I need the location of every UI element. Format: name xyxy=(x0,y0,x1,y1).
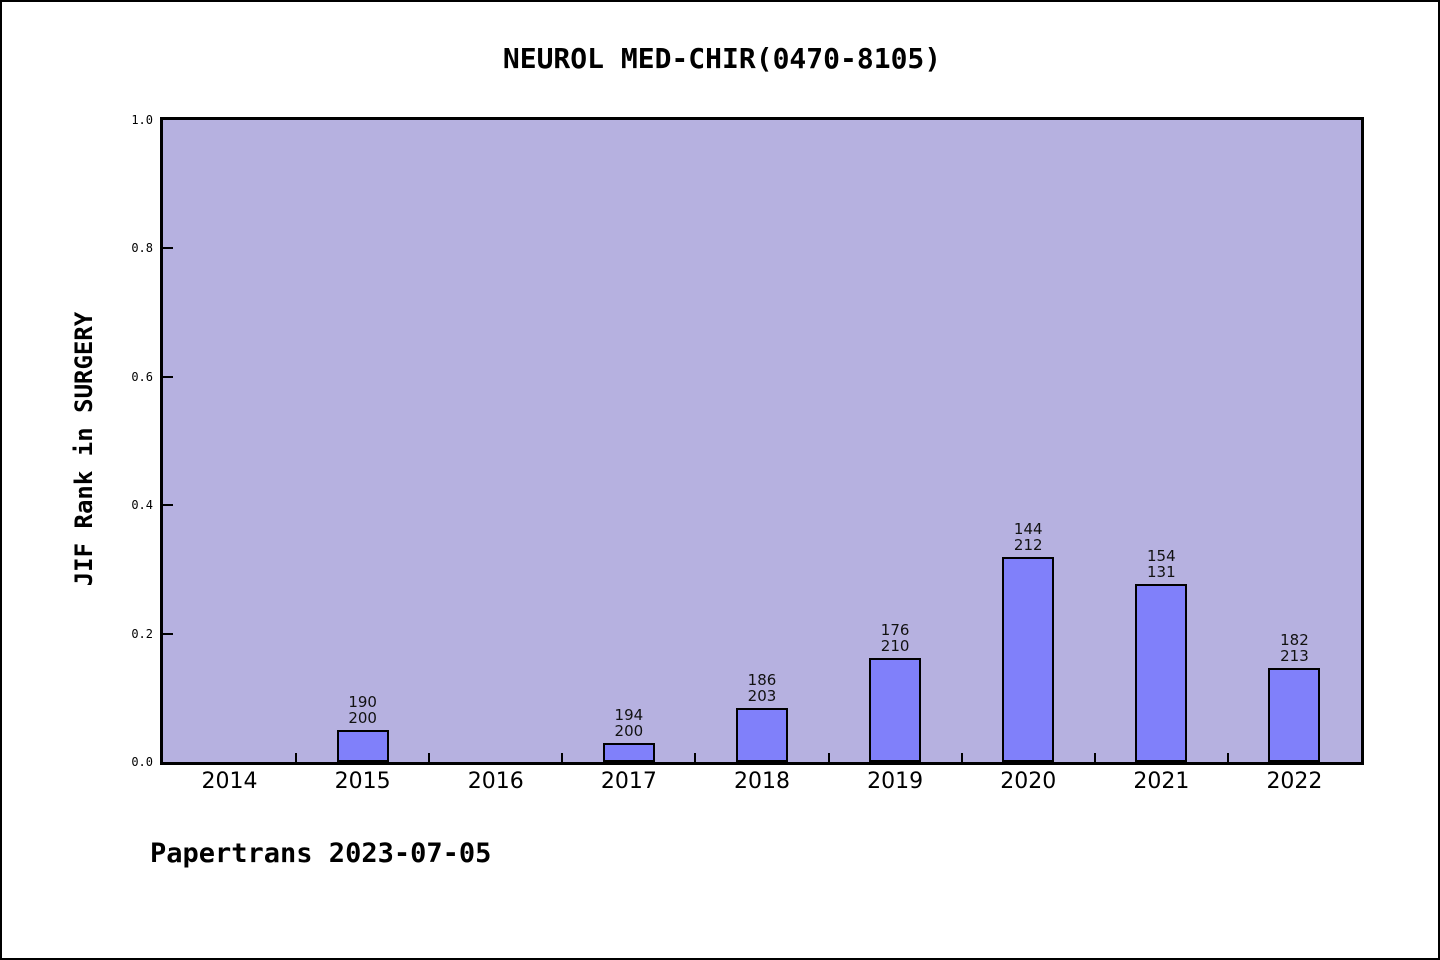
x-tick-mark xyxy=(561,753,564,762)
y-tick-label: 0.0 xyxy=(131,755,153,769)
bar-label-denominator: 131 xyxy=(1147,563,1176,581)
x-tick-mark xyxy=(295,753,298,762)
bar-label-denominator: 212 xyxy=(1013,536,1043,554)
bar-2022 xyxy=(1268,668,1321,762)
x-tick-label-2018: 2018 xyxy=(734,769,790,794)
bar-label-denominator: 203 xyxy=(747,687,777,705)
x-tick-mark xyxy=(694,753,697,762)
y-tick-mark xyxy=(163,632,173,635)
x-tick-mark xyxy=(428,753,431,762)
chart-title: NEUROL MED-CHIR(0470-8105) xyxy=(502,42,942,75)
bar-label-numerator: 194 xyxy=(614,706,644,724)
footer-text: Papertrans 2023-07-05 xyxy=(150,838,492,869)
bar-value-label-2015: 190 200 xyxy=(348,694,377,726)
x-tick-label-2021: 2021 xyxy=(1133,769,1190,794)
plot-area xyxy=(160,117,1364,765)
bar-label-numerator: 182 xyxy=(1280,631,1309,649)
y-tick-mark xyxy=(163,375,173,378)
bar-value-label-2018: 186 203 xyxy=(748,672,777,704)
x-tick-label-2015: 2015 xyxy=(334,769,391,794)
bar-value-label-2019: 176 210 xyxy=(881,622,910,654)
bar-2019 xyxy=(869,658,922,762)
bar-2017 xyxy=(602,743,655,762)
x-tick-label-2014: 2014 xyxy=(201,769,258,794)
bar-value-label-2020: 144 212 xyxy=(1014,521,1043,553)
x-tick-mark xyxy=(827,753,830,762)
x-tick-mark xyxy=(1093,753,1096,762)
bar-label-denominator: 213 xyxy=(1280,647,1309,665)
y-tick-label: 0.4 xyxy=(131,498,153,513)
bar-label-numerator: 144 xyxy=(1013,520,1043,538)
y-tick-label: 0.8 xyxy=(131,241,153,256)
bar-label-numerator: 154 xyxy=(1147,547,1176,565)
bar-label-denominator: 210 xyxy=(880,637,910,655)
x-tick-label-2016: 2016 xyxy=(467,769,524,794)
bar-label-numerator: 190 xyxy=(348,693,377,711)
bar-value-label-2017: 194 200 xyxy=(615,707,644,739)
plot-background xyxy=(163,120,1361,762)
x-tick-label-2022: 2022 xyxy=(1266,769,1323,794)
bar-2020 xyxy=(1002,557,1055,762)
bar-label-numerator: 176 xyxy=(880,621,910,639)
bar-label-denominator: 200 xyxy=(614,722,644,740)
x-tick-label-2019: 2019 xyxy=(867,769,924,794)
y-tick-label: 1.0 xyxy=(131,113,153,127)
y-tick-label: 0.6 xyxy=(131,369,153,384)
y-axis-label: JIF Rank in SURGERY xyxy=(70,311,98,587)
bar-2015 xyxy=(336,730,389,762)
y-tick-mark xyxy=(163,247,173,250)
x-tick-label-2020: 2020 xyxy=(1000,769,1057,794)
x-tick-mark xyxy=(1226,753,1229,762)
bar-2021 xyxy=(1135,584,1188,762)
y-tick-mark xyxy=(163,504,173,507)
y-tick-label: 0.2 xyxy=(131,626,153,641)
bar-label-numerator: 186 xyxy=(747,671,777,689)
bar-value-label-2022: 182 213 xyxy=(1280,632,1309,664)
x-tick-label-2017: 2017 xyxy=(600,769,657,794)
bar-2018 xyxy=(736,708,788,762)
x-tick-mark xyxy=(960,753,963,762)
bar-value-label-2021: 154 131 xyxy=(1147,548,1176,580)
bar-label-denominator: 200 xyxy=(348,709,377,727)
